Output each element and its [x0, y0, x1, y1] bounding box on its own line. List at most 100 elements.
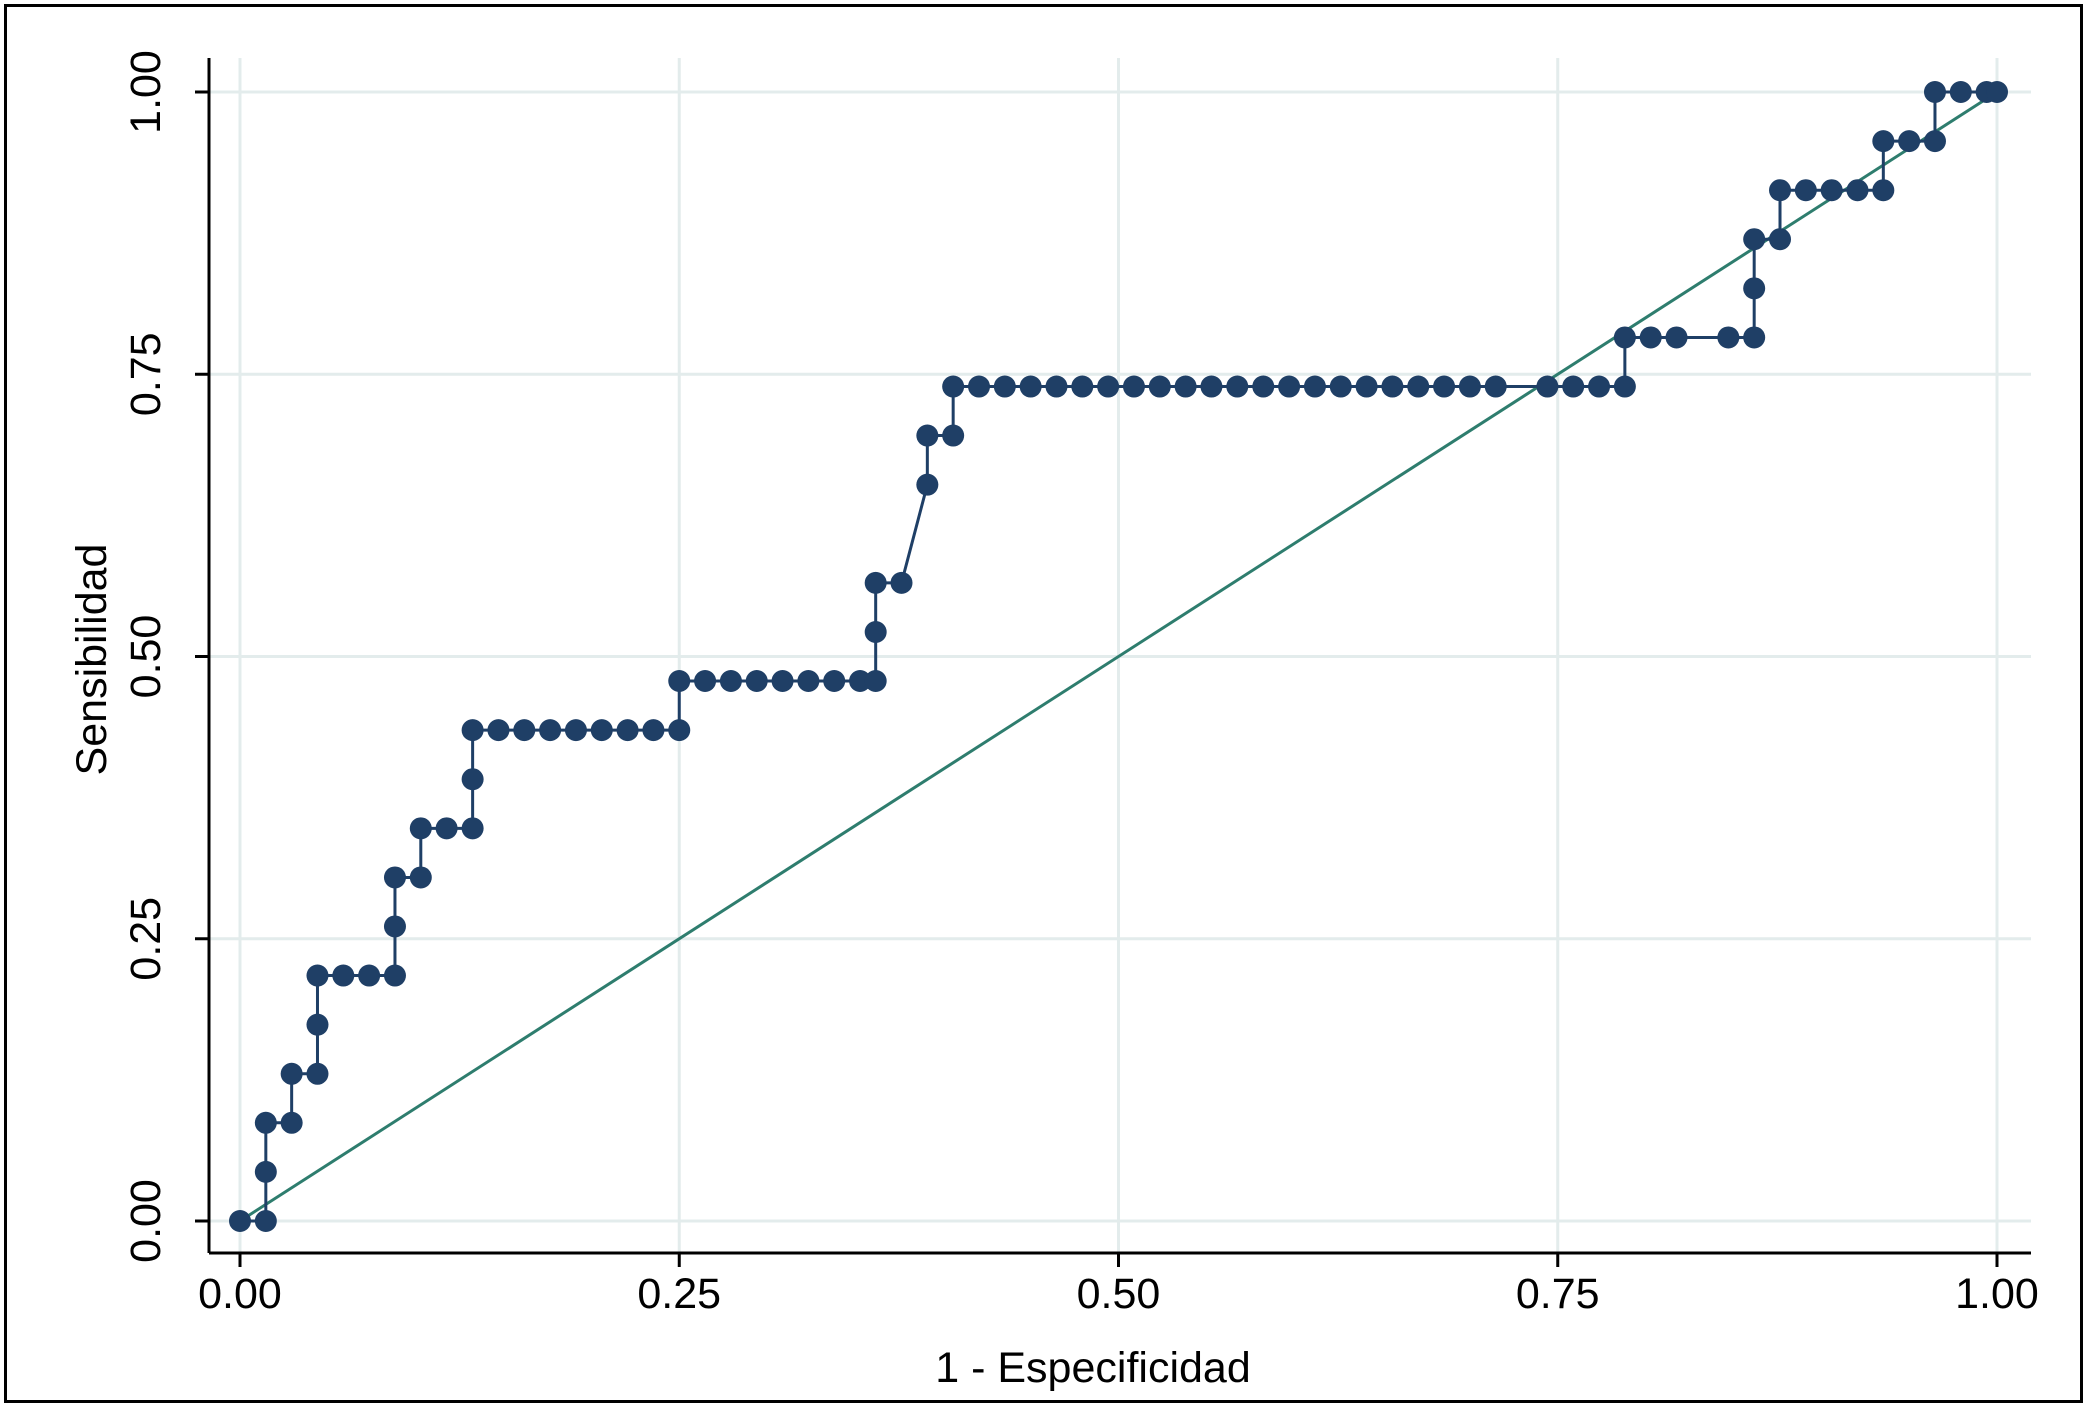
- roc-point: [1820, 179, 1843, 202]
- roc-point: [1562, 375, 1585, 398]
- roc-point: [254, 1160, 277, 1183]
- roc-point: [332, 964, 355, 987]
- roc-point: [1122, 375, 1145, 398]
- roc-point: [1329, 375, 1352, 398]
- roc-point: [823, 669, 846, 692]
- x-axis-title: 1 - Especificidad: [935, 1344, 1251, 1392]
- roc-point: [1071, 375, 1094, 398]
- roc-point: [967, 375, 990, 398]
- roc-point: [513, 719, 536, 742]
- roc-point: [1639, 326, 1662, 349]
- roc-point: [280, 1062, 303, 1085]
- roc-point: [409, 817, 432, 840]
- roc-point: [849, 669, 872, 692]
- roc-point: [1433, 375, 1456, 398]
- roc-point: [1613, 375, 1636, 398]
- roc-point: [280, 1111, 303, 1134]
- roc-point: [1019, 375, 1042, 398]
- roc-point: [1986, 81, 2008, 103]
- roc-point: [1226, 375, 1249, 398]
- series-layer: [229, 81, 2008, 1232]
- roc-point: [1717, 326, 1740, 349]
- roc-point: [616, 719, 639, 742]
- roc-point: [993, 375, 1016, 398]
- roc-point: [1923, 130, 1946, 153]
- grid-layer: [209, 58, 2031, 1253]
- roc-point: [1407, 375, 1430, 398]
- roc-point: [461, 768, 484, 791]
- roc-point: [1381, 375, 1404, 398]
- roc-point: [306, 964, 329, 987]
- roc-point: [864, 571, 887, 594]
- roc-point: [383, 866, 406, 889]
- roc-point: [916, 424, 939, 447]
- roc-point: [1200, 375, 1223, 398]
- roc-point: [1949, 81, 1972, 103]
- roc-point: [306, 1062, 329, 1085]
- roc-point: [668, 719, 691, 742]
- roc-point: [1846, 179, 1869, 202]
- roc-point: [1536, 375, 1559, 398]
- roc-point: [358, 964, 381, 987]
- x-tick-label: 1.00: [1955, 1270, 2039, 1318]
- roc-point: [1252, 375, 1275, 398]
- roc-point: [864, 669, 887, 692]
- roc-point: [797, 669, 820, 692]
- roc-point: [1898, 130, 1921, 153]
- roc-point: [254, 1210, 277, 1232]
- roc-point: [1458, 375, 1481, 398]
- roc-point: [1665, 326, 1688, 349]
- x-tick-label: 0.50: [1077, 1270, 1161, 1318]
- roc-point: [1097, 375, 1120, 398]
- roc-point: [461, 817, 484, 840]
- roc-point: [1743, 277, 1766, 300]
- y-tick-label: 0.50: [122, 615, 170, 699]
- roc-point: [409, 866, 432, 889]
- roc-point: [306, 1013, 329, 1036]
- roc-point: [1872, 130, 1895, 153]
- roc-point: [1045, 375, 1068, 398]
- roc-point: [642, 719, 665, 742]
- y-tick-label: 0.00: [122, 1179, 170, 1263]
- y-tick-label: 0.25: [122, 897, 170, 981]
- roc-point: [383, 964, 406, 987]
- x-tick-label: 0.25: [637, 1270, 721, 1318]
- roc-point: [1794, 179, 1817, 202]
- roc-point: [1743, 228, 1766, 251]
- roc-point: [1148, 375, 1171, 398]
- roc-point: [1769, 228, 1792, 251]
- roc-point: [1588, 375, 1611, 398]
- roc-point: [1613, 326, 1636, 349]
- roc-point: [668, 669, 691, 692]
- roc-point: [890, 571, 913, 594]
- roc-point: [771, 669, 794, 692]
- y-axis-title: Sensibilidad: [68, 544, 116, 776]
- roc-point: [719, 669, 742, 692]
- roc-point: [1923, 81, 1946, 103]
- roc-point: [1769, 179, 1792, 202]
- roc-point: [539, 719, 562, 742]
- roc-point: [383, 915, 406, 938]
- roc-point: [1174, 375, 1197, 398]
- roc-point: [694, 669, 717, 692]
- reference-line: [239, 90, 1998, 1223]
- roc-point: [461, 719, 484, 742]
- roc-point: [1872, 179, 1895, 202]
- x-tick-label: 0.00: [198, 1270, 282, 1318]
- roc-point: [1484, 375, 1507, 398]
- roc-point: [1355, 375, 1378, 398]
- tick-layer: 0.00 0.25 0.50 0.75 1.00 0.00 0.25 0.50 0.75 1.00: [122, 50, 2039, 1318]
- roc-point: [590, 719, 613, 742]
- roc-point: [745, 669, 768, 692]
- roc-point: [942, 375, 965, 398]
- roc-point: [487, 719, 510, 742]
- roc-point: [254, 1111, 277, 1134]
- y-tick-label: 0.75: [122, 332, 170, 416]
- roc-point: [229, 1210, 251, 1232]
- roc-point: [564, 719, 587, 742]
- roc-point: [864, 621, 887, 644]
- roc-point: [435, 817, 458, 840]
- roc-point: [1278, 375, 1301, 398]
- x-tick-label: 0.75: [1516, 1270, 1600, 1318]
